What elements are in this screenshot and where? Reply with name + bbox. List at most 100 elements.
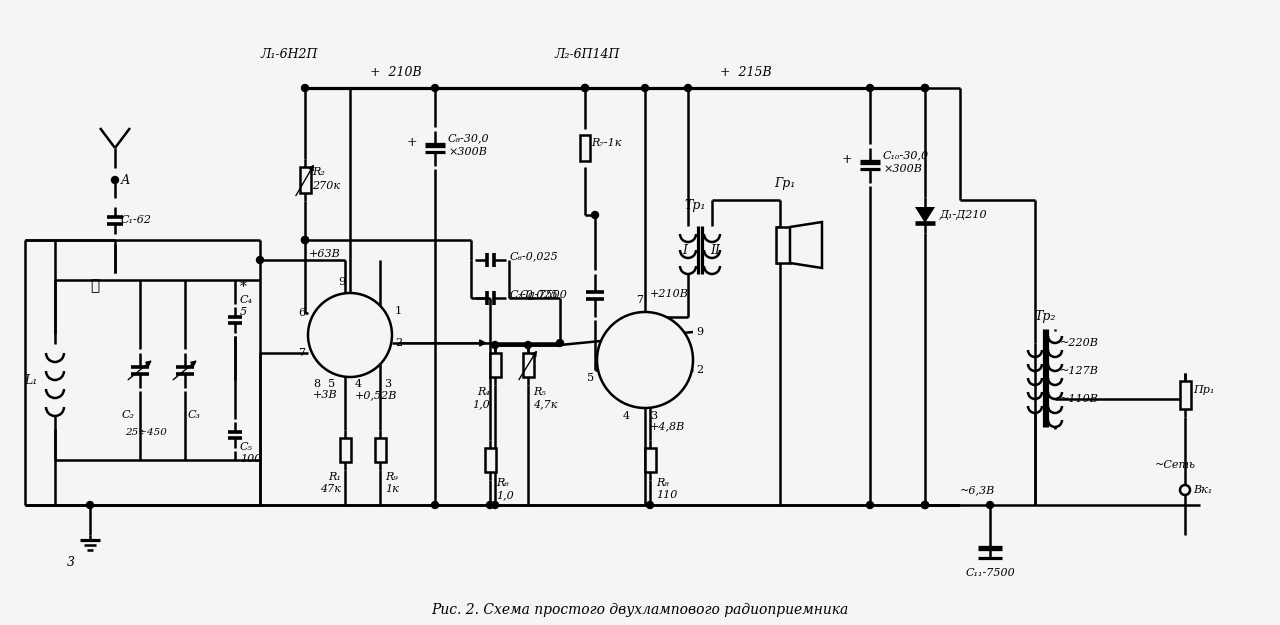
Text: ~127В: ~127В: [1060, 366, 1098, 376]
Text: 6: 6: [298, 308, 305, 318]
Text: R₇-1к: R₇-1к: [591, 138, 621, 148]
Circle shape: [111, 176, 119, 184]
Text: +4,8В: +4,8В: [650, 421, 685, 431]
Text: 5: 5: [328, 379, 335, 389]
Bar: [485, 448, 495, 472]
Text: 3: 3: [67, 556, 76, 569]
Text: +63В: +63В: [308, 249, 340, 259]
Circle shape: [646, 501, 654, 509]
Circle shape: [431, 84, 439, 91]
Text: А: А: [122, 174, 131, 186]
Circle shape: [867, 501, 873, 509]
Text: 5: 5: [586, 373, 594, 383]
Bar: [375, 438, 385, 462]
Text: ×300В: ×300В: [883, 164, 922, 174]
Text: Вк₁: Вк₁: [1193, 485, 1212, 495]
Text: 4,7к: 4,7к: [532, 399, 557, 409]
Text: Пр₁: Пр₁: [1193, 385, 1215, 395]
Text: ×300В: ×300В: [448, 147, 486, 157]
Text: +210В: +210В: [650, 289, 689, 299]
Circle shape: [591, 211, 599, 219]
Text: 3: 3: [384, 379, 392, 389]
Text: *: *: [241, 280, 247, 294]
Circle shape: [922, 501, 928, 509]
Text: С₂: С₂: [122, 410, 134, 420]
Circle shape: [867, 84, 873, 91]
Text: 9: 9: [338, 277, 346, 287]
Text: С₃: С₃: [188, 410, 201, 420]
Polygon shape: [915, 207, 934, 223]
Text: R₉: R₉: [385, 472, 398, 482]
Text: С₁₁-7500: С₁₁-7500: [965, 568, 1015, 578]
Text: R₂: R₂: [312, 167, 325, 177]
Circle shape: [431, 501, 439, 509]
Circle shape: [492, 341, 498, 349]
Text: 110: 110: [657, 490, 677, 500]
Text: Л₂-6П14П: Л₂-6П14П: [556, 49, 621, 61]
Text: ~6,3В: ~6,3В: [960, 485, 996, 495]
Text: ✕: ✕: [91, 279, 100, 293]
Text: 25÷450: 25÷450: [125, 428, 166, 437]
Circle shape: [256, 256, 264, 264]
Text: С₅: С₅: [241, 442, 253, 452]
Circle shape: [987, 501, 993, 509]
Text: 270к: 270к: [312, 181, 340, 191]
Bar: [645, 448, 655, 472]
Text: 2: 2: [696, 365, 703, 375]
Text: ~Сеть: ~Сеть: [1155, 460, 1196, 470]
Circle shape: [685, 84, 691, 91]
Circle shape: [581, 84, 589, 91]
Bar: [1179, 381, 1190, 409]
Text: 2: 2: [396, 338, 402, 348]
Text: 8: 8: [314, 379, 320, 389]
Text: 7: 7: [636, 295, 644, 305]
Text: 47к: 47к: [320, 484, 340, 494]
Text: Тр₁: Тр₁: [685, 199, 705, 212]
Text: Д₁-Д210: Д₁-Д210: [940, 210, 987, 220]
Bar: [300, 167, 311, 193]
Text: 1: 1: [396, 306, 402, 316]
Circle shape: [581, 84, 589, 91]
Text: +: +: [841, 153, 852, 166]
Text: L₁: L₁: [24, 374, 37, 386]
Text: С₈-30,0: С₈-30,0: [448, 133, 490, 143]
Text: R₆: R₆: [497, 478, 509, 488]
Circle shape: [308, 293, 392, 377]
Bar: [776, 227, 790, 263]
Text: ~220В: ~220В: [1060, 338, 1098, 348]
Circle shape: [302, 236, 308, 244]
Text: 1,0: 1,0: [472, 399, 490, 409]
Text: Сg-7500: Сg-7500: [520, 290, 567, 300]
Circle shape: [922, 501, 928, 509]
Circle shape: [596, 312, 692, 408]
Bar: [489, 353, 500, 377]
Text: R₄: R₄: [477, 387, 490, 397]
Bar: [522, 353, 534, 377]
Text: Л₁-6Н2П: Л₁-6Н2П: [260, 49, 317, 61]
Text: I: I: [682, 244, 687, 256]
Text: С₆-0,025: С₆-0,025: [509, 251, 559, 261]
Text: II: II: [710, 244, 719, 256]
Text: +3В: +3В: [314, 390, 338, 400]
Text: Рис. 2. Схема простого двухлампового радиоприемника: Рис. 2. Схема простого двухлампового рад…: [431, 603, 849, 617]
Text: 1,0: 1,0: [497, 490, 513, 500]
Text: С₇-0,025: С₇-0,025: [509, 289, 559, 299]
Text: Гр₁: Гр₁: [774, 177, 796, 190]
Circle shape: [641, 84, 649, 91]
Circle shape: [922, 84, 928, 91]
Text: +: +: [406, 136, 417, 149]
Text: 7: 7: [298, 348, 305, 358]
Circle shape: [1180, 485, 1190, 495]
Text: R₁: R₁: [328, 472, 340, 482]
Circle shape: [492, 501, 498, 509]
Circle shape: [557, 339, 563, 346]
Circle shape: [922, 84, 928, 91]
Text: +  215В: + 215В: [719, 66, 772, 79]
Text: 3: 3: [650, 411, 657, 421]
Bar: [580, 135, 590, 161]
Text: С₄: С₄: [241, 295, 253, 305]
Polygon shape: [790, 222, 822, 268]
Text: R₅: R₅: [532, 387, 545, 397]
Text: 4: 4: [623, 411, 630, 421]
Text: С₁₀-30,0: С₁₀-30,0: [883, 150, 929, 160]
